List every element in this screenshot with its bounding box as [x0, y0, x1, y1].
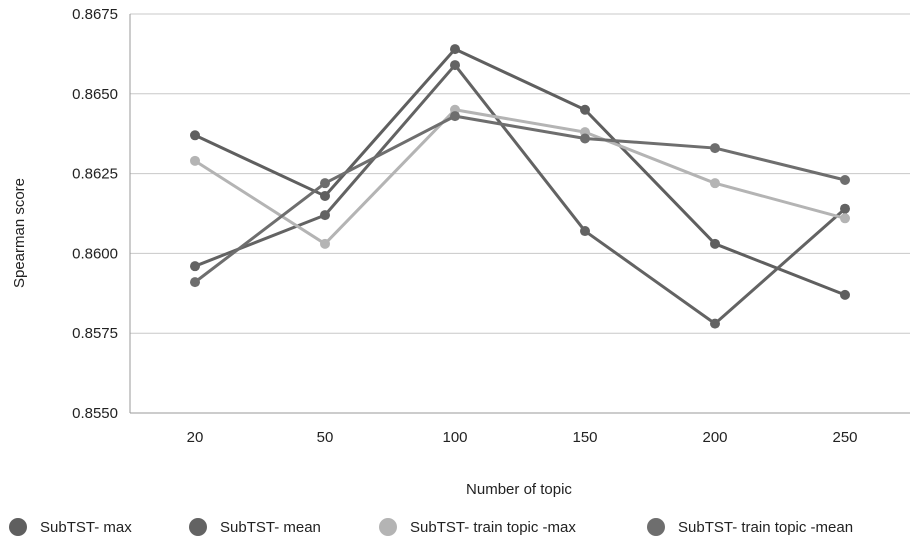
data-point	[190, 277, 200, 288]
legend-label: SubTST- train topic -max	[410, 519, 576, 536]
data-point	[710, 238, 720, 249]
data-point	[840, 289, 850, 300]
x-tick-label: 100	[442, 429, 467, 446]
data-point	[580, 104, 590, 115]
data-point	[320, 210, 330, 221]
data-point	[710, 318, 720, 329]
legend-marker	[9, 518, 27, 536]
data-point	[580, 133, 590, 144]
y-tick-label: 0.8600	[72, 245, 118, 262]
y-tick-label: 0.8550	[72, 405, 118, 422]
series-line	[194, 114, 846, 284]
legend-item: SubTST- train topic -mean	[647, 518, 853, 536]
series-4	[190, 111, 850, 288]
legend-label: SubTST- max	[40, 519, 132, 536]
y-tick-label: 0.8625	[72, 166, 118, 183]
y-tick-label: 0.8575	[72, 325, 118, 342]
x-tick-label: 50	[317, 429, 334, 446]
series-2	[190, 60, 850, 329]
series-lines	[190, 44, 850, 329]
legend-item: SubTST- train topic -max	[379, 518, 576, 536]
y-tick-label: 0.8675	[72, 6, 118, 23]
x-axis-ticks: 20 50 100 150 200 250	[187, 429, 858, 446]
data-point	[840, 203, 850, 214]
legend-marker	[647, 518, 665, 536]
data-point	[840, 213, 850, 224]
data-point	[450, 60, 460, 71]
data-point	[710, 178, 720, 189]
data-point	[190, 155, 200, 166]
x-tick-label: 20	[187, 429, 204, 446]
legend-label: SubTST- mean	[220, 519, 321, 536]
legend-marker	[189, 518, 207, 536]
legend: SubTST- max SubTST- mean SubTST- train top…	[9, 518, 853, 536]
y-axis-ticks: 0.8550 0.8575 0.8600 0.8625 0.8650 0.8675	[72, 6, 118, 422]
series-line	[194, 108, 846, 246]
data-point	[320, 238, 330, 249]
y-tick-label: 0.8650	[72, 86, 118, 103]
data-point	[190, 130, 200, 141]
data-point	[320, 178, 330, 189]
series-line	[194, 47, 846, 297]
legend-marker	[379, 518, 397, 536]
data-point	[450, 44, 460, 55]
data-point	[840, 174, 850, 185]
x-axis-title: Number of topic	[466, 481, 572, 498]
gridlines	[129, 13, 910, 414]
data-point	[320, 190, 330, 201]
data-point	[580, 226, 590, 237]
data-point	[450, 111, 460, 122]
x-tick-label: 200	[702, 429, 727, 446]
legend-item: SubTST- mean	[189, 518, 321, 536]
legend-item: SubTST- max	[9, 518, 132, 536]
series-1	[190, 44, 850, 300]
y-axis-title: Spearman score	[11, 178, 28, 288]
x-tick-label: 150	[572, 429, 597, 446]
series-line	[194, 63, 846, 326]
legend-label: SubTST- train topic -mean	[678, 519, 853, 536]
x-tick-label: 250	[832, 429, 857, 446]
data-point	[710, 143, 720, 154]
data-point	[190, 261, 200, 272]
